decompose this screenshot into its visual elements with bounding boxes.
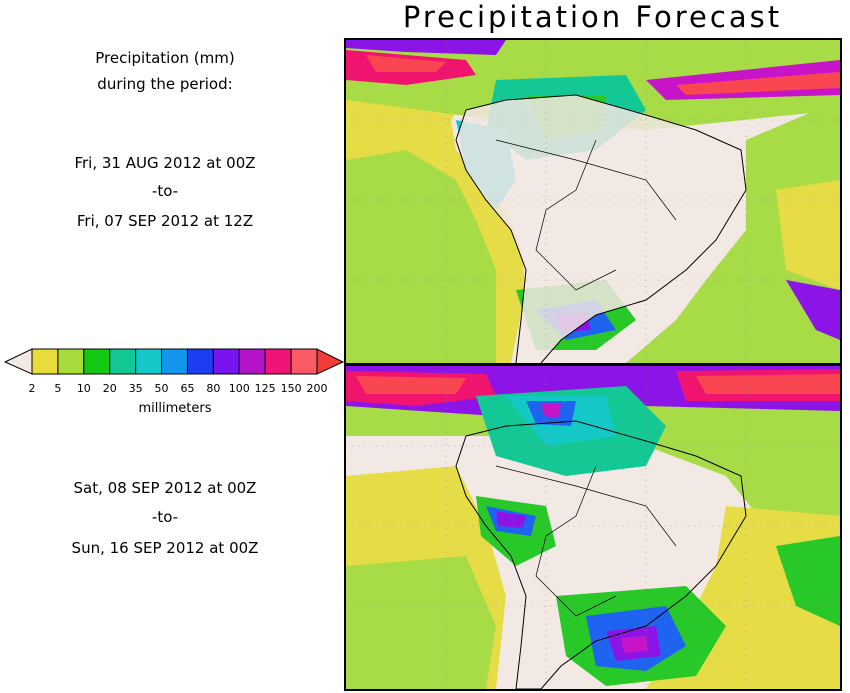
colorbar-swatch bbox=[57, 348, 85, 375]
colorbar-swatch bbox=[264, 348, 292, 375]
colorbar-swatch bbox=[109, 348, 137, 375]
colorbar-swatch bbox=[83, 348, 111, 375]
colorbar-tick-label: 35 bbox=[129, 382, 143, 395]
period1-start: Fri, 31 AUG 2012 at 00Z bbox=[74, 154, 256, 172]
period2-end: Sun, 16 SEP 2012 at 00Z bbox=[71, 539, 259, 557]
period2-start: Sat, 08 SEP 2012 at 00Z bbox=[73, 479, 257, 497]
colorbar-swatch bbox=[212, 348, 240, 375]
colorbar-swatch bbox=[161, 348, 188, 375]
period1-to: -to- bbox=[151, 182, 179, 200]
colorbar-swatch bbox=[135, 348, 163, 375]
colorbar-swatch bbox=[238, 348, 266, 375]
colorbar-low-arrow bbox=[3, 348, 33, 375]
header-line-2: during the period: bbox=[97, 75, 233, 93]
precip-colorbar: 2 5 10 20 35 50 65 80 100 125 150 200 millimeters bbox=[3, 348, 345, 416]
colorbar-swatch bbox=[186, 348, 214, 375]
colorbar-tick-label: 80 bbox=[206, 382, 220, 395]
colorbar-tick-label: 200 bbox=[307, 382, 328, 395]
forecast-map-period1 bbox=[344, 38, 842, 365]
colorbar-tick-label: 100 bbox=[229, 382, 250, 395]
colorbar-swatch bbox=[31, 348, 59, 375]
colorbar-tick-label: 2 bbox=[29, 382, 36, 395]
period1-end: Fri, 07 SEP 2012 at 12Z bbox=[76, 212, 254, 230]
period2-to: -to- bbox=[151, 508, 179, 526]
colorbar-tick-label: 150 bbox=[281, 382, 302, 395]
map-title: Precipitation Forecast bbox=[402, 0, 783, 34]
south-america-land bbox=[456, 95, 746, 363]
colorbar-swatch bbox=[290, 348, 318, 375]
colorbar-tick-label: 125 bbox=[255, 382, 276, 395]
header-line-1: Precipitation (mm) bbox=[95, 49, 235, 67]
colorbar-tick-label: 20 bbox=[103, 382, 117, 395]
forecast-map-period2 bbox=[344, 364, 842, 691]
south-america-land-2 bbox=[455, 420, 747, 689]
colorbar-tick-label: 65 bbox=[180, 382, 194, 395]
colorbar-tick-label: 5 bbox=[54, 382, 61, 395]
colorbar-unit-label: millimeters bbox=[139, 401, 212, 416]
colorbar-tick-label: 50 bbox=[155, 382, 169, 395]
colorbar-tick-label: 10 bbox=[77, 382, 91, 395]
colorbar-high-arrow bbox=[316, 348, 345, 375]
